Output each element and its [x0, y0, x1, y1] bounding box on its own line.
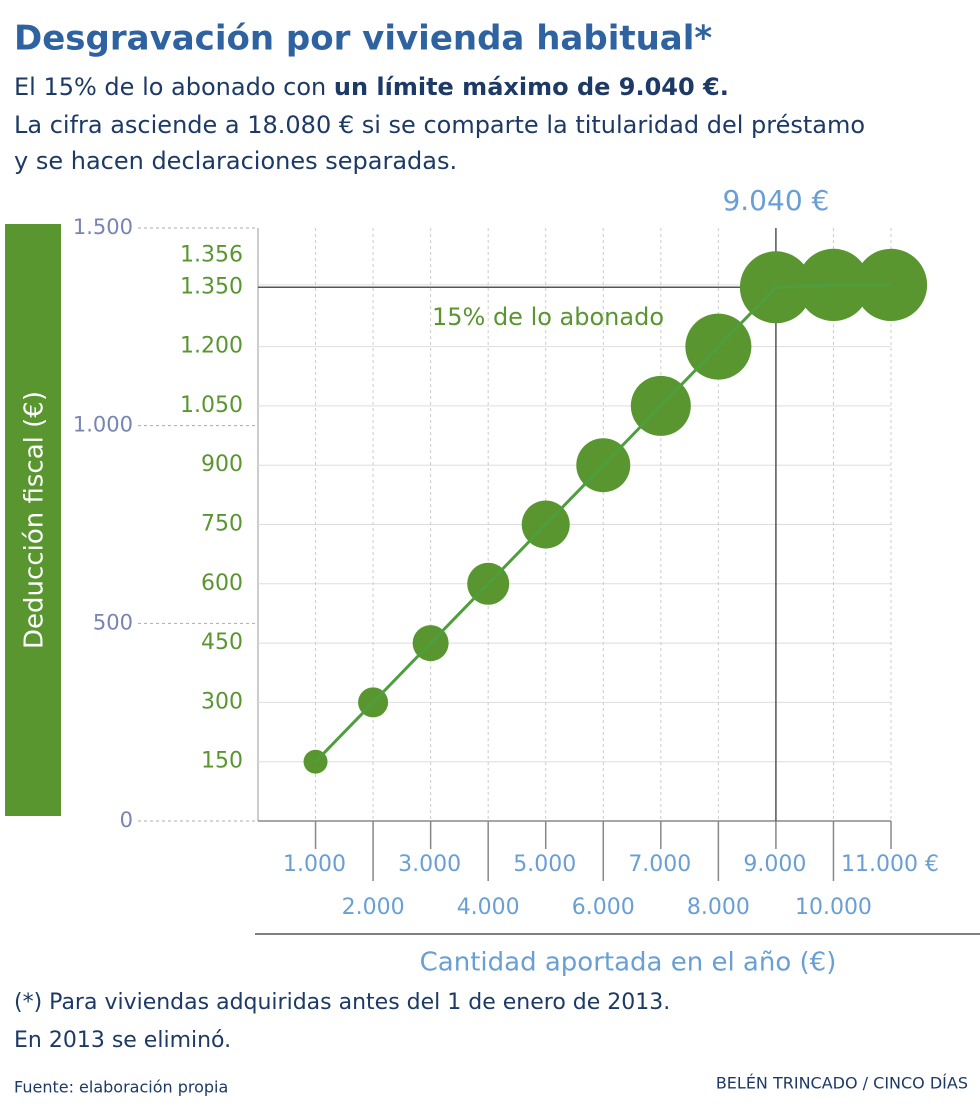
y-axis-label: Deducción fiscal (€) [20, 391, 50, 649]
annotation: 15% de lo abonado [432, 303, 664, 331]
x-tick-label: 10.000 [795, 895, 872, 920]
subtitle-line: La cifra asciende a 18.080 € si se compa… [14, 111, 865, 139]
highlight-tick-label: 450 [201, 630, 243, 655]
x-axis-label: Cantidad aportada en el año (€) [420, 948, 837, 978]
highlight-tick-label: 300 [201, 689, 243, 714]
subtitle-line: y se hacen declaraciones separadas. [14, 147, 457, 175]
x-tick-label: 5.000 [513, 852, 576, 877]
highlight-tick-label: 1.356 [180, 242, 243, 267]
y-tick-label: 0 [120, 808, 133, 832]
x-tick-label: 1.000 [283, 852, 346, 877]
y-tick-label: 1.000 [73, 413, 133, 437]
highlight-tick-label: 1.200 [180, 334, 243, 359]
x-tick-label: 11.000 € [841, 852, 939, 877]
footnote: (*) Para viviendas adquiridas antes del … [14, 990, 670, 1015]
x-tick-label: 2.000 [342, 895, 405, 920]
footnote: En 2013 se eliminó. [14, 1028, 231, 1053]
subtitle: El 15% de lo abonado con un límite máxim… [14, 73, 729, 101]
ylabel-band [5, 224, 61, 816]
credit: BELÉN TRINCADO / CINCO DÍAS [716, 1074, 968, 1093]
line [314, 283, 891, 763]
y-tick-label: 1.500 [73, 215, 133, 239]
x-tick-label: 8.000 [687, 895, 750, 920]
x-tick-label: 4.000 [457, 895, 520, 920]
source: Fuente: elaboración propia [14, 1078, 228, 1097]
highlight-tick-label: 750 [201, 512, 243, 537]
highlight-tick-label: 1.350 [180, 274, 243, 299]
x-tick-label: 9.000 [743, 852, 806, 877]
x-tick-label: 6.000 [572, 895, 635, 920]
annotation: 9.040 € [722, 184, 829, 217]
highlight-tick-label: 150 [201, 749, 243, 774]
subtitle-bold: un límite máximo de 9.040 €. [334, 73, 729, 101]
chart-title: Desgravación por vivienda habitual* [14, 19, 712, 59]
highlight-tick-label: 900 [201, 452, 243, 477]
highlight-tick-label: 1.050 [180, 393, 243, 418]
subtitle-part: El 15% de lo abonado con [14, 73, 334, 101]
x-tick-label: 3.000 [398, 852, 461, 877]
highlight-tick-label: 600 [201, 571, 243, 596]
x-tick-label: 7.000 [628, 852, 691, 877]
y-tick-label: 500 [93, 610, 133, 634]
